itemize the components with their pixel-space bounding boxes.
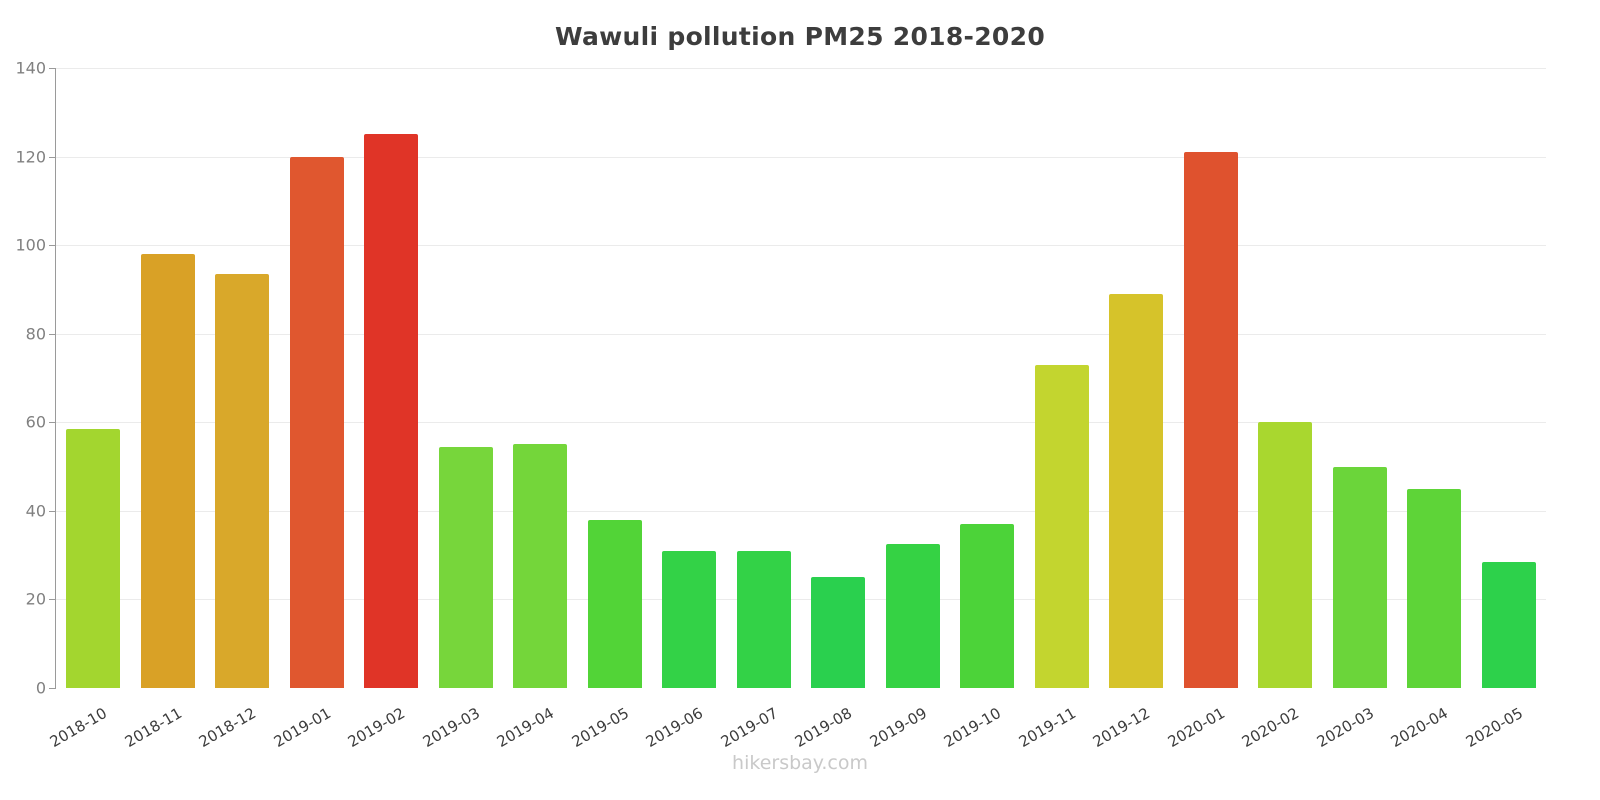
y-axis-label: 60 — [25, 412, 46, 432]
bar-2019-01[interactable] — [289, 156, 344, 688]
bar-2018-10[interactable] — [66, 428, 121, 688]
y-axis-tick — [49, 422, 56, 424]
bar-2020-04[interactable] — [1407, 488, 1462, 688]
bar-2019-11[interactable] — [1034, 364, 1089, 688]
bar-2020-03[interactable] — [1332, 466, 1387, 688]
bar-2018-11[interactable] — [140, 254, 195, 688]
gridline — [56, 245, 1546, 247]
bar-2019-09[interactable] — [885, 544, 940, 688]
bar-2019-04[interactable] — [513, 444, 568, 688]
bar-2019-12[interactable] — [1109, 293, 1164, 688]
y-axis-tick — [49, 156, 56, 158]
y-axis-label: 120 — [15, 147, 46, 167]
y-axis-tick — [49, 510, 56, 512]
bar-2019-03[interactable] — [438, 446, 493, 688]
bar-2019-08[interactable] — [811, 577, 866, 688]
gridline — [56, 68, 1546, 69]
bar-2018-12[interactable] — [215, 273, 270, 688]
bar-2020-05[interactable] — [1481, 561, 1536, 688]
watermark: hikersbay.com — [732, 752, 868, 774]
gridline — [56, 599, 1546, 601]
gridline — [56, 510, 1546, 512]
gridline — [56, 422, 1546, 424]
y-axis-tick — [49, 599, 56, 601]
y-axis-tick — [49, 68, 56, 69]
y-axis-label: 140 — [15, 58, 46, 78]
y-axis-label: 100 — [15, 235, 46, 255]
bar-2019-02[interactable] — [364, 134, 419, 688]
y-axis-label: 20 — [25, 589, 46, 609]
plot-area: 0 20 40 60 80 100 120 140 2018-10 2018-11 2018-12 2… — [15, 59, 1546, 751]
bar-2019-07[interactable] — [736, 550, 791, 688]
y-axis-label: 80 — [25, 324, 46, 344]
bar-2019-06[interactable] — [662, 550, 717, 688]
gridline — [56, 156, 1546, 158]
bar-2019-10[interactable] — [960, 524, 1015, 688]
gridline — [56, 333, 1546, 335]
y-axis-tick — [49, 688, 56, 689]
chart-title: Wawuli pollution PM25 2018-2020 — [554, 22, 1046, 51]
bar-2019-05[interactable] — [587, 519, 642, 688]
y-axis-tick — [49, 245, 56, 247]
bar-2020-01[interactable] — [1183, 152, 1238, 688]
y-axis-label: 0 — [35, 678, 46, 698]
y-axis-label: 40 — [25, 501, 46, 521]
bar-2020-02[interactable] — [1258, 422, 1313, 688]
y-axis-tick — [49, 333, 56, 335]
